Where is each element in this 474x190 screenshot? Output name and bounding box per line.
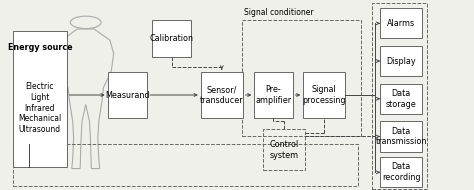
Text: Measurand: Measurand [105, 90, 150, 100]
Text: Sensor/
transducer: Sensor/ transducer [200, 85, 244, 105]
Text: Calibration: Calibration [150, 34, 194, 43]
FancyBboxPatch shape [303, 72, 345, 118]
FancyBboxPatch shape [380, 84, 422, 114]
Text: Alarms: Alarms [387, 19, 415, 28]
Text: Data
transmission: Data transmission [375, 127, 427, 146]
Text: Energy source: Energy source [8, 43, 72, 52]
FancyBboxPatch shape [13, 31, 67, 167]
Text: Display: Display [386, 57, 416, 66]
FancyBboxPatch shape [255, 72, 292, 118]
Text: Pre-
amplifier: Pre- amplifier [255, 85, 292, 105]
Text: Signal
processing: Signal processing [302, 85, 346, 105]
FancyBboxPatch shape [380, 121, 422, 152]
FancyBboxPatch shape [201, 72, 243, 118]
Text: Control
system: Control system [269, 140, 298, 160]
FancyBboxPatch shape [152, 20, 191, 57]
Text: Data
storage: Data storage [386, 89, 417, 109]
FancyBboxPatch shape [380, 157, 422, 187]
FancyBboxPatch shape [380, 46, 422, 76]
Text: Data
recording: Data recording [382, 162, 420, 182]
FancyBboxPatch shape [380, 8, 422, 38]
Text: Electric
Light
Infrared
Mechanical
Ultrasound: Electric Light Infrared Mechanical Ultra… [18, 82, 62, 134]
FancyBboxPatch shape [108, 72, 147, 118]
Text: Signal conditioner: Signal conditioner [244, 8, 314, 17]
